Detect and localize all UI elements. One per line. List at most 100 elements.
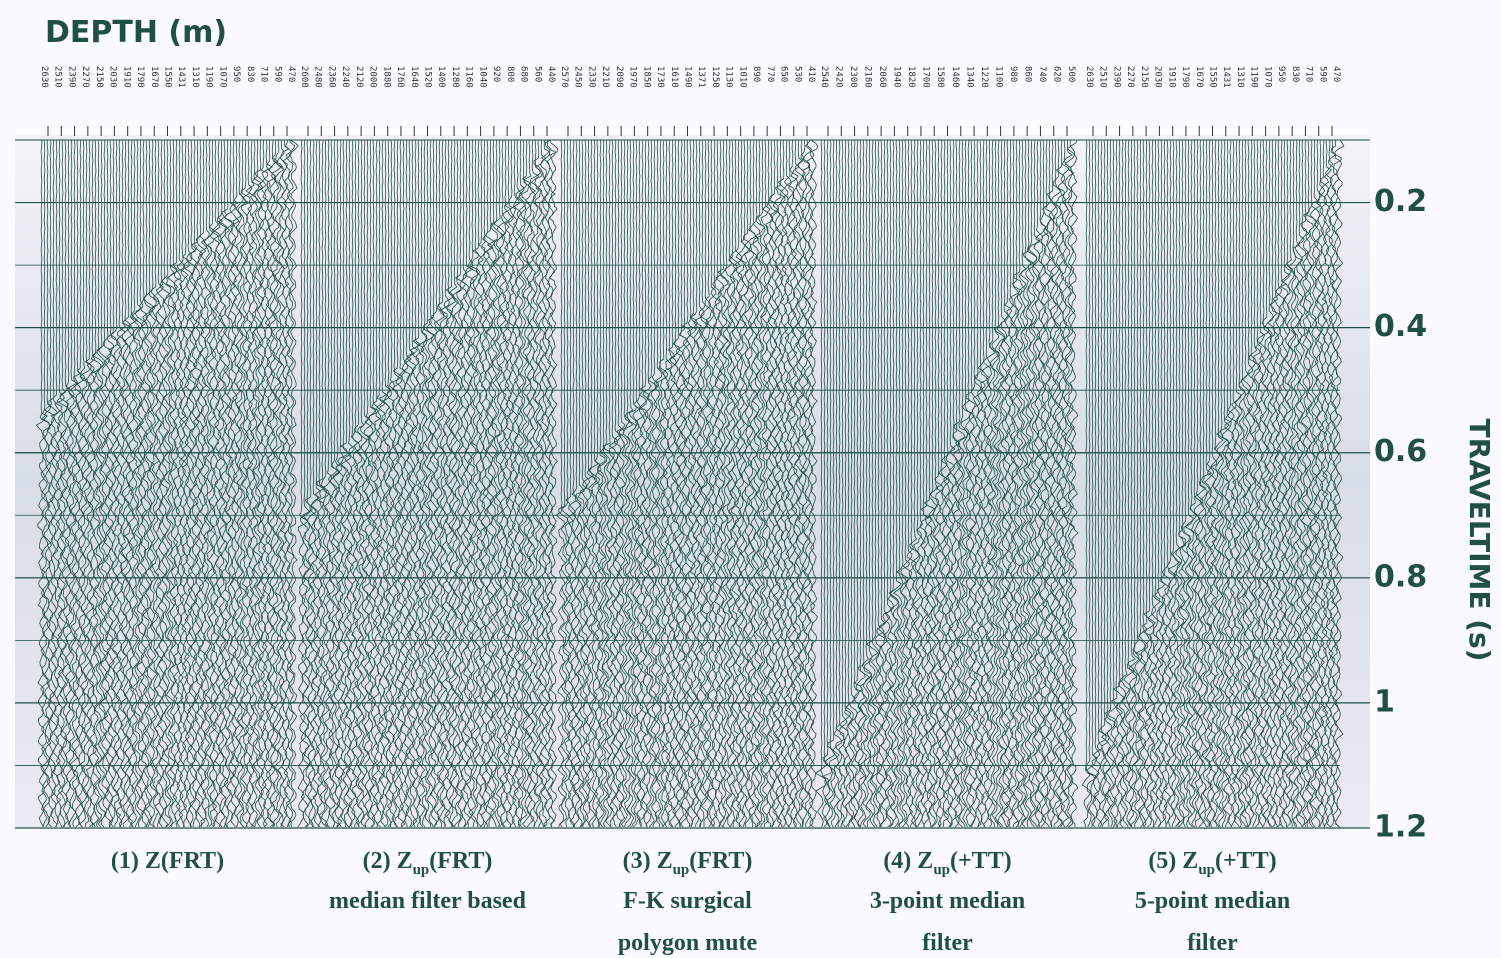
depth-label: 1910 (1166, 66, 1176, 88)
depth-label: 1400 (436, 66, 446, 88)
depth-label: 1940 (892, 66, 902, 88)
seismic-trace (159, 139, 170, 828)
depth-label: 1371 (696, 66, 706, 88)
seismic-trace (597, 139, 609, 828)
seismic-trace (844, 139, 853, 828)
seismic-trace (628, 139, 638, 828)
depth-label: 1100 (993, 66, 1003, 88)
depth-label: 2330 (586, 66, 596, 88)
seismic-trace (577, 139, 588, 828)
panel-heading: (1) Z(FRT) (111, 848, 224, 874)
seismic-trace (490, 139, 503, 828)
seismic-trace (368, 139, 379, 828)
panel-caption: F-K surgical (623, 888, 752, 914)
seismic-trace (555, 139, 567, 828)
seismic-trace (337, 139, 349, 827)
y-tick-label: 0.8 (1374, 559, 1427, 594)
heading-text: (2) Z (363, 848, 413, 874)
seismic-trace (1206, 140, 1218, 828)
seismic-trace (486, 139, 498, 828)
seismic-trace (314, 140, 326, 828)
seismic-trace (1061, 139, 1075, 828)
seismic-trace (1092, 139, 1103, 828)
seismic-trace (805, 139, 816, 828)
panel (814, 139, 1079, 828)
depth-label: 2210 (600, 66, 610, 88)
seismic-trace (320, 139, 331, 828)
seismic-trace (1085, 140, 1096, 828)
seismic-trace (190, 139, 204, 828)
seismic-trace (1152, 139, 1164, 828)
seismic-trace (596, 139, 606, 828)
seismic-trace (1311, 139, 1323, 828)
seismic-trace (822, 140, 833, 828)
seismic-trace (141, 139, 152, 828)
panel (555, 139, 819, 828)
depth-label: 1340 (964, 66, 974, 88)
seismic-trace (1017, 139, 1028, 828)
seismic-trace (1013, 139, 1025, 828)
seismic-trace (261, 139, 273, 828)
seismic-trace (243, 139, 254, 828)
seismic-trace (493, 139, 506, 828)
seismic-trace (1300, 139, 1311, 828)
seismic-trace (540, 139, 553, 828)
seismic-trace (558, 139, 569, 828)
heading-text: (4) Z (883, 848, 933, 874)
seismic-trace (1201, 139, 1213, 828)
seismic-trace (633, 139, 645, 827)
seismic-trace (410, 139, 421, 828)
depth-label: 950 (1276, 66, 1286, 82)
seismic-trace (1117, 139, 1127, 828)
depth-label: 1760 (395, 66, 405, 88)
panel-caption: 5-point median (1135, 888, 1290, 914)
seismic-trace (1184, 139, 1198, 828)
depth-label: 1850 (641, 66, 651, 88)
seismic-trace (1198, 139, 1208, 828)
heading-subscript: up (933, 862, 950, 878)
seismic-trace (870, 140, 881, 828)
seismic-trace (1234, 139, 1246, 828)
seismic-trace (1284, 139, 1296, 828)
seismic-trace (395, 139, 406, 828)
seismic-trace (1180, 139, 1191, 828)
depth-label: 1670 (1194, 66, 1204, 88)
seismic-trace (890, 139, 902, 828)
seismic-trace (195, 139, 207, 828)
depth-label: 980 (1008, 66, 1018, 82)
seismic-trace (923, 139, 936, 827)
heading-text: (1) Z(FRT) (111, 848, 224, 874)
heading-text: (5) Z (1148, 848, 1198, 874)
seismic-trace (222, 139, 233, 828)
seismic-trace (445, 139, 456, 828)
seismic-trace (1041, 140, 1052, 828)
seismic-trace (919, 139, 930, 828)
depth-label: 920 (491, 66, 501, 82)
seismic-trace (309, 139, 320, 828)
heading-text: (+TT) (1215, 848, 1277, 874)
seismic-trace (697, 139, 708, 828)
depth-label: 2510 (1098, 66, 1108, 88)
seismic-trace (1098, 139, 1110, 828)
seismic-trace (1190, 139, 1202, 828)
depth-label: 1550 (1208, 66, 1218, 88)
seismic-trace (237, 139, 248, 828)
seismic-trace (958, 139, 969, 828)
seismic-trace (574, 139, 585, 828)
depth-label: 1880 (381, 66, 391, 88)
seismic-trace (180, 139, 191, 828)
seismic-trace (940, 139, 950, 828)
seismic-trace (906, 139, 917, 828)
depth-label: 500 (1066, 66, 1076, 82)
seismic-trace (579, 139, 591, 828)
depth-label: 1310 (190, 66, 200, 88)
seismic-trace (861, 139, 872, 828)
panel-caption: 3-point median (870, 888, 1025, 914)
seismic-trace (509, 139, 521, 828)
seismic-trace (669, 139, 681, 828)
seismic-trace (704, 139, 714, 828)
seismic-trace (1044, 139, 1057, 828)
seismic-trace (461, 139, 474, 828)
depth-label: 2030 (108, 66, 118, 88)
seismic-trace (1294, 140, 1305, 828)
